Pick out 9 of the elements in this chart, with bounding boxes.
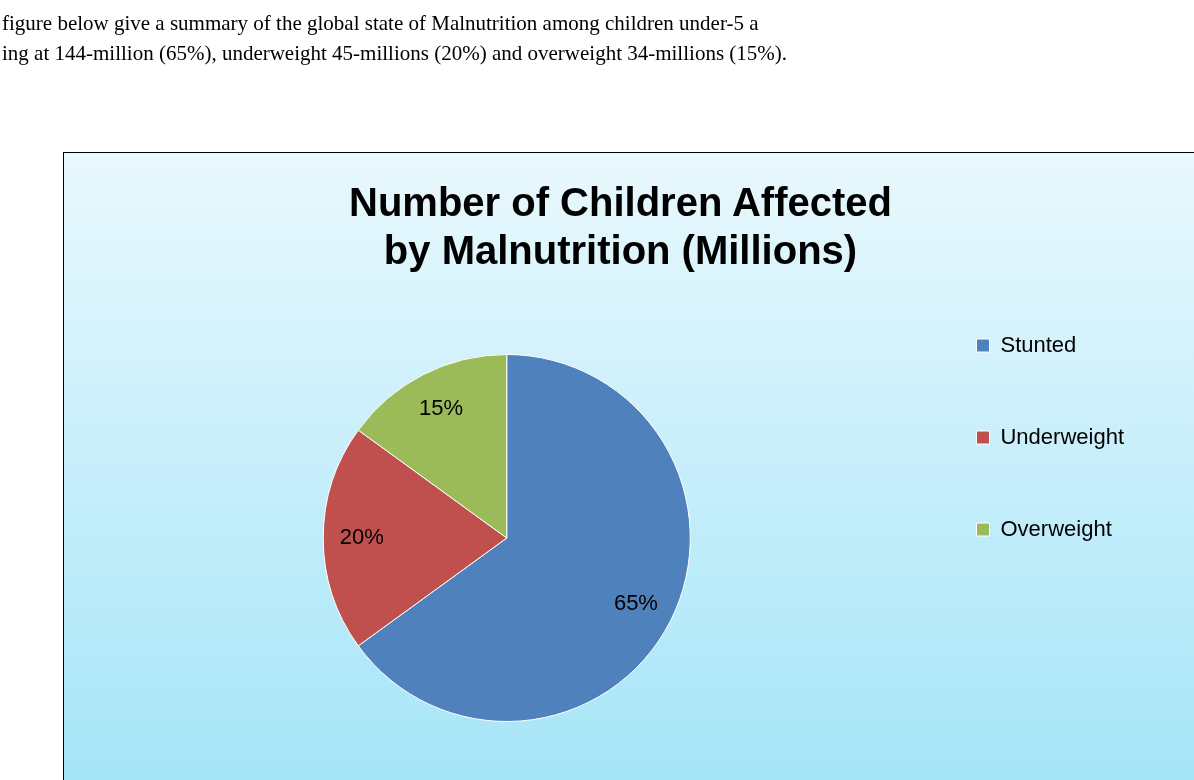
legend-label: Stunted	[1000, 331, 1077, 357]
data-label: 20%	[339, 524, 384, 550]
legend-label: Overweight	[1000, 515, 1112, 541]
text: figure below give a summary of the global state of Malnutrition among children under-5 a	[2, 10, 760, 37]
data-label: 65%	[613, 589, 658, 615]
text: ing at 144-million (65%), underweight 45-millions (20%) and overweight 34-millions (15%).	[2, 40, 788, 67]
chart-title: Number of Children Affected by Malnutrition (Millions)	[349, 180, 892, 273]
legend-label: Underweight	[1000, 423, 1124, 449]
data-label: 15%	[418, 394, 463, 420]
